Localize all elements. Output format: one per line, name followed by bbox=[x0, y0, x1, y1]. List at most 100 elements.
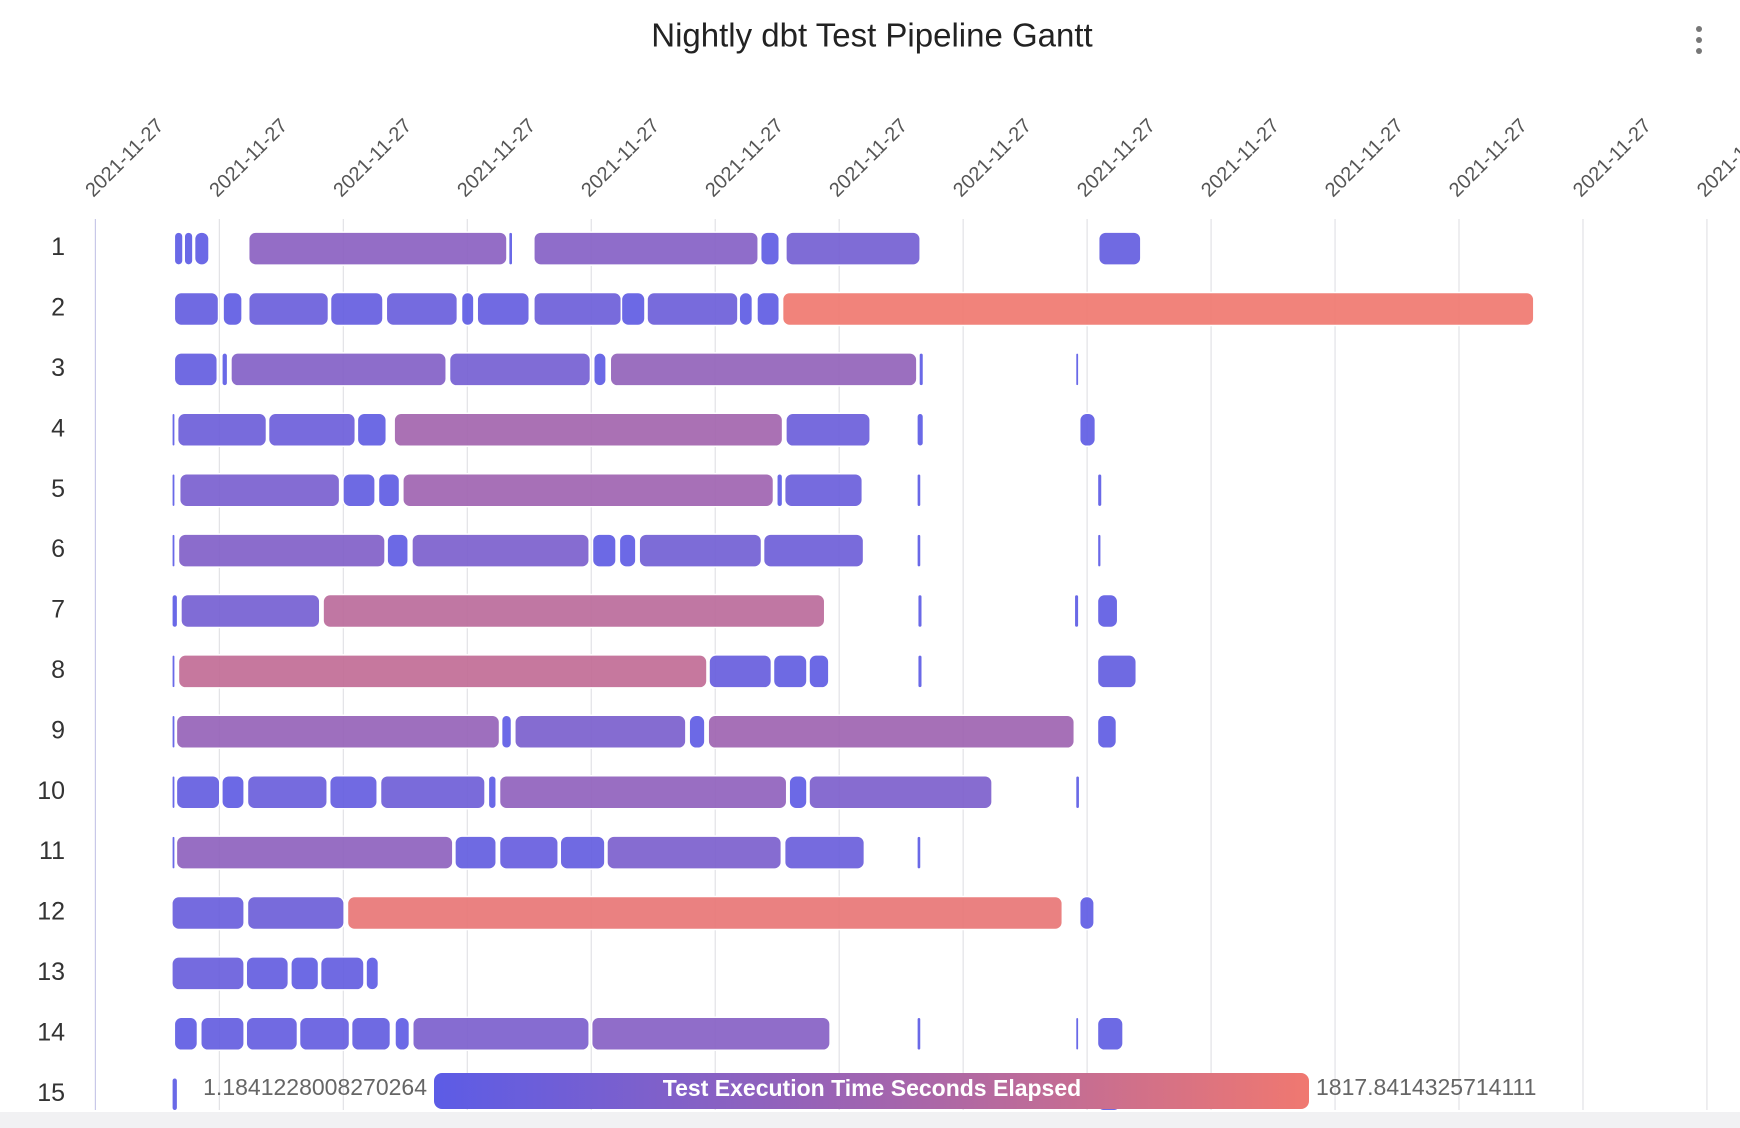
task-bar bbox=[1074, 774, 1081, 810]
task-bar bbox=[222, 291, 243, 327]
task-bar bbox=[177, 654, 708, 689]
task-bar bbox=[411, 1016, 590, 1052]
task-bar bbox=[246, 895, 345, 931]
task-bar bbox=[171, 412, 176, 448]
y-tick-label: 5 bbox=[51, 475, 65, 503]
menu-dot[interactable] bbox=[1696, 37, 1702, 43]
task-bar bbox=[171, 774, 176, 810]
task-bar bbox=[762, 533, 865, 568]
task-bar bbox=[1096, 1016, 1124, 1052]
task-bar bbox=[290, 956, 320, 991]
y-tick-label: 12 bbox=[37, 898, 65, 926]
task-bar bbox=[1074, 1016, 1080, 1052]
task-bar bbox=[221, 774, 245, 810]
menu-dot[interactable] bbox=[1696, 26, 1702, 32]
y-tick-label: 13 bbox=[37, 958, 65, 986]
task-bar bbox=[592, 352, 607, 387]
task-bar bbox=[175, 774, 221, 810]
task-bar bbox=[620, 291, 646, 327]
task-bar bbox=[808, 774, 993, 810]
task-bar bbox=[247, 291, 330, 327]
bars bbox=[171, 231, 1535, 1112]
task-bar bbox=[707, 714, 1076, 750]
task-bar bbox=[171, 654, 176, 689]
task-bar bbox=[329, 291, 384, 327]
task-bar bbox=[618, 533, 637, 568]
y-tick-label: 6 bbox=[51, 535, 65, 563]
task-bar bbox=[171, 714, 176, 750]
task-bar bbox=[1078, 412, 1097, 448]
task-bar bbox=[230, 352, 447, 387]
task-bar bbox=[319, 956, 365, 991]
task-bar bbox=[1096, 533, 1102, 568]
x-tick-label: 2021-11-27 bbox=[81, 115, 168, 202]
task-bar bbox=[533, 231, 759, 266]
task-bar bbox=[646, 291, 739, 327]
x-tick-label: 2021-11-27 bbox=[949, 115, 1036, 202]
task-bar bbox=[245, 956, 290, 991]
task-bar bbox=[476, 291, 531, 327]
task-bar bbox=[175, 714, 501, 750]
task-bar bbox=[776, 472, 784, 508]
task-bar bbox=[247, 231, 508, 266]
y-tick-label: 1 bbox=[51, 233, 65, 261]
task-bar bbox=[1073, 593, 1080, 629]
task-bar bbox=[916, 654, 923, 689]
task-bar bbox=[590, 1016, 831, 1052]
x-tick-label: 2021-11-27 bbox=[205, 115, 292, 202]
task-bar bbox=[708, 654, 773, 689]
task-bar bbox=[1078, 895, 1095, 931]
legend-title: Test Execution Time Seconds Elapsed bbox=[663, 1075, 1081, 1101]
y-tick-label: 8 bbox=[51, 656, 65, 684]
task-bar bbox=[328, 774, 378, 810]
task-bar bbox=[346, 895, 1064, 931]
task-bar bbox=[393, 412, 784, 448]
color-legend: 1.1841228008270264 1817.8414325714111 Test… bbox=[203, 1073, 1536, 1109]
task-bar bbox=[394, 1016, 411, 1052]
task-bar bbox=[756, 291, 781, 327]
task-bar bbox=[377, 472, 401, 508]
task-bar bbox=[916, 593, 923, 629]
task-bar bbox=[178, 472, 341, 508]
task-bar bbox=[918, 352, 925, 387]
task-bar bbox=[916, 472, 922, 508]
legend-max: 1817.8414325714111 bbox=[1316, 1074, 1536, 1100]
y-tick-label: 4 bbox=[51, 414, 65, 442]
task-bar bbox=[783, 472, 864, 508]
task-bar bbox=[916, 533, 922, 568]
task-bar bbox=[609, 352, 918, 387]
task-bar bbox=[193, 231, 210, 266]
task-bar bbox=[781, 291, 1535, 327]
menu-button[interactable] bbox=[1696, 26, 1702, 54]
task-bar bbox=[246, 774, 328, 810]
task-bar bbox=[177, 533, 386, 568]
task-bar bbox=[171, 1076, 179, 1112]
task-bar bbox=[171, 472, 176, 508]
task-bar bbox=[507, 231, 514, 266]
task-bar bbox=[322, 593, 826, 629]
x-tick-label: 2021-11-27 bbox=[329, 115, 416, 202]
task-bar bbox=[559, 835, 606, 870]
x-tick-label: 2021-11-27 bbox=[1445, 115, 1532, 202]
task-bar bbox=[1097, 231, 1142, 266]
task-bar bbox=[171, 533, 176, 568]
task-bar bbox=[916, 835, 922, 870]
y-tick-label: 10 bbox=[37, 777, 65, 805]
chart-title: Nightly dbt Test Pipeline Gantt bbox=[651, 17, 1092, 54]
task-bar bbox=[356, 412, 388, 448]
task-bar bbox=[498, 835, 559, 870]
task-bar bbox=[454, 835, 497, 870]
task-bar bbox=[342, 472, 376, 508]
task-bar bbox=[350, 1016, 392, 1052]
task-bar bbox=[267, 412, 357, 448]
task-bar bbox=[183, 231, 194, 266]
x-tick-label: 2021-11-27 bbox=[577, 115, 664, 202]
task-bar bbox=[788, 774, 808, 810]
task-bar bbox=[785, 412, 871, 448]
menu-dot[interactable] bbox=[1696, 48, 1702, 54]
x-tick-label: 2021-11-27 bbox=[453, 115, 540, 202]
y-tick-label: 15 bbox=[37, 1079, 65, 1107]
footer-shade bbox=[0, 1112, 1740, 1128]
x-tick-label: 2021-11-27 bbox=[1073, 115, 1160, 202]
